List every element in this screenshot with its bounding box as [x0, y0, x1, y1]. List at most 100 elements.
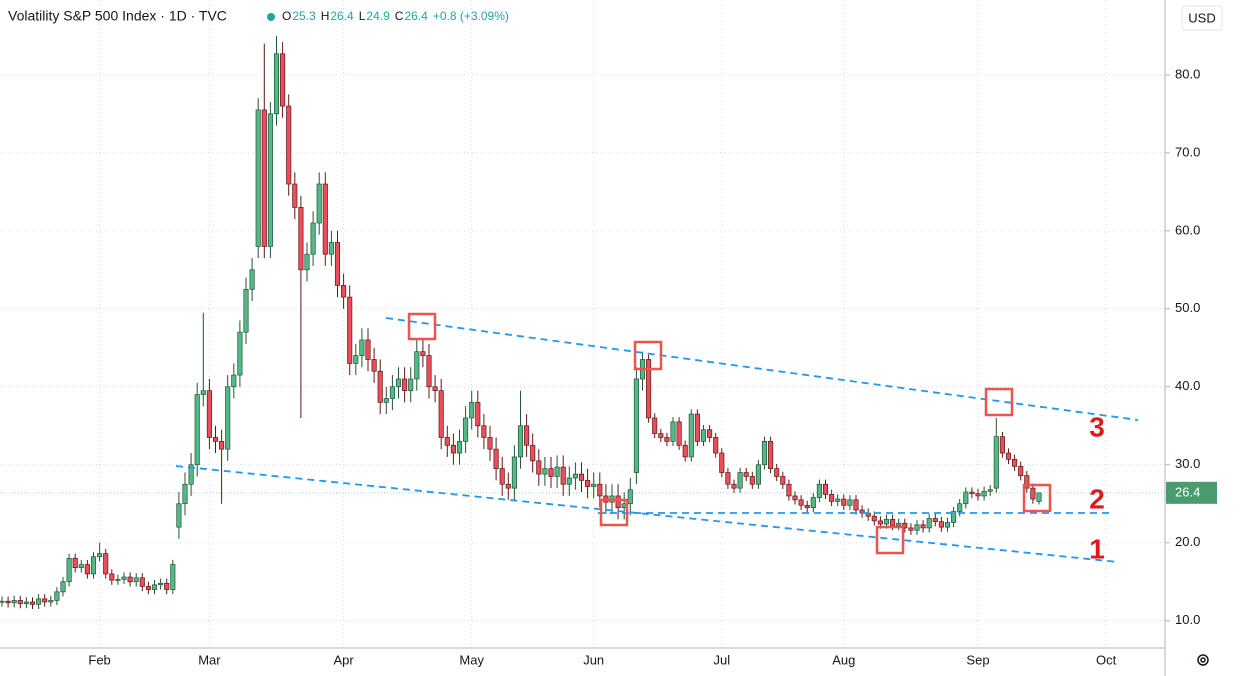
candle-body	[456, 441, 463, 454]
candle-body	[1005, 452, 1012, 460]
candle-body	[408, 378, 414, 392]
candle-body	[371, 359, 377, 372]
candle-body	[322, 183, 328, 255]
candle-body	[633, 378, 639, 473]
candle-body	[280, 53, 286, 107]
candle-body	[999, 436, 1005, 454]
candle-body	[853, 499, 859, 511]
candle-body	[944, 522, 951, 528]
candle-body	[438, 390, 444, 438]
candle-body	[469, 402, 475, 419]
candle-body	[29, 601, 36, 605]
market-status	[267, 13, 275, 21]
candle-body	[90, 556, 97, 575]
candle-body	[652, 417, 658, 434]
x-tick-label: Sep	[966, 652, 989, 667]
candle-body	[225, 386, 231, 450]
candle-body	[761, 441, 768, 466]
candle-body	[377, 370, 383, 403]
candle-body	[780, 476, 786, 485]
candle-body	[658, 433, 664, 438]
x-tick-label: May	[459, 652, 484, 667]
candle-body	[530, 444, 536, 462]
candle-body	[316, 183, 322, 224]
candle-body	[993, 436, 999, 489]
trend-lines	[175, 317, 1139, 563]
candle-body	[572, 473, 578, 479]
candle-body	[84, 564, 90, 575]
last-price-label: 26.4	[1175, 484, 1200, 499]
settings-gear[interactable]	[1197, 654, 1209, 666]
candle-body	[158, 582, 164, 586]
candle-body	[450, 444, 456, 454]
candle-body	[920, 524, 926, 529]
annotation: 2	[1089, 483, 1105, 514]
candle-body	[505, 483, 511, 489]
candle-body	[261, 109, 267, 247]
candle-body	[627, 489, 633, 505]
y-tick-label: 20.0	[1175, 534, 1200, 549]
candle-body	[743, 472, 749, 477]
x-tick-label: Mar	[198, 652, 221, 667]
candle-body	[957, 503, 963, 512]
y-tick-label: 40.0	[1175, 378, 1200, 393]
candle-body	[121, 576, 127, 580]
candle-body	[511, 456, 517, 489]
x-tick-label: Oct	[1096, 652, 1117, 667]
highlight-box	[875, 525, 905, 555]
candle-body	[395, 378, 402, 388]
candle-body	[243, 288, 249, 333]
candle-body	[646, 359, 652, 419]
gear-ring[interactable]	[1197, 654, 1209, 666]
candle-body	[835, 498, 841, 502]
candle-body	[969, 491, 975, 494]
x-tick-label: Aug	[832, 652, 855, 667]
candle-body	[249, 269, 255, 290]
candle-body	[414, 351, 420, 380]
candle-body	[841, 498, 847, 506]
y-tick-label: 70.0	[1175, 144, 1200, 159]
candle-body	[194, 394, 200, 466]
candle-body	[700, 429, 707, 442]
highlight-box	[407, 312, 437, 341]
candle-body	[0, 600, 5, 603]
candle-body	[621, 503, 627, 508]
legend-value: 26.4	[404, 9, 428, 23]
last-price-tag	[1166, 481, 1217, 504]
candle-body	[597, 483, 603, 497]
candle-body	[560, 466, 566, 485]
candle-body	[713, 437, 719, 454]
candle-body	[286, 105, 292, 185]
candle-body	[11, 600, 17, 604]
candle-body	[444, 437, 450, 446]
candle-body	[682, 444, 688, 458]
candle-body	[707, 429, 713, 438]
legend-key: C	[395, 9, 404, 23]
candle-body	[341, 285, 347, 298]
candle-body	[914, 524, 920, 531]
candle-body	[847, 499, 853, 506]
candle-body	[524, 425, 530, 446]
candle-body	[816, 483, 822, 498]
candle-body	[237, 331, 243, 376]
currency-button[interactable]	[1181, 5, 1223, 31]
candle-body	[219, 441, 225, 450]
candle-body	[737, 472, 743, 489]
candle-body	[774, 468, 780, 477]
legend-key: O	[282, 9, 291, 23]
candle-body	[804, 504, 810, 508]
legend-value: 24.9	[366, 9, 390, 23]
candle-body	[591, 483, 597, 487]
currency[interactable]: USD	[1188, 10, 1215, 25]
highlight-box	[1022, 483, 1052, 513]
candle-body	[206, 390, 212, 438]
candle-body	[975, 493, 981, 497]
candle-body	[420, 351, 426, 356]
candle-body	[188, 464, 194, 485]
candle-body	[694, 413, 700, 442]
y-tick-label: 60.0	[1175, 222, 1200, 237]
x-tick-label: Feb	[88, 652, 110, 667]
candle-body	[42, 598, 48, 603]
candle-body	[676, 421, 682, 446]
gear-center[interactable]	[1200, 657, 1206, 663]
